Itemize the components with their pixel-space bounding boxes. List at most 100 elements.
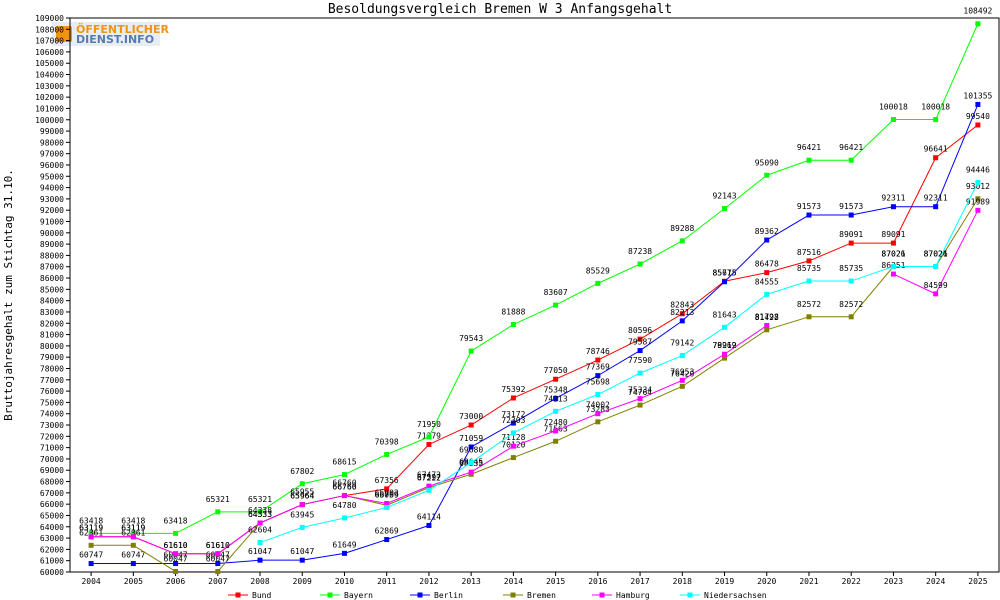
data-point-bremen <box>764 327 770 333</box>
data-label: 76953 <box>670 367 694 376</box>
data-label: 91989 <box>966 197 990 206</box>
data-point-bund <box>933 155 939 161</box>
series-line-bund <box>513 378 556 399</box>
series-line-bayern <box>639 240 683 265</box>
series-line-bund <box>344 488 387 497</box>
chart-title: Besoldungsvergleich Bremen W 3 Anfangsge… <box>328 2 672 17</box>
series-line-bremen <box>386 487 430 506</box>
data-label: 66760 <box>332 483 356 492</box>
series-line-hamburg <box>133 536 176 555</box>
series-line-bremen <box>639 385 683 406</box>
data-label: 74764 <box>628 388 652 397</box>
series-line-niedersachsen <box>513 410 556 434</box>
y-tick-label: 81000 <box>40 331 64 340</box>
data-label: 84599 <box>924 281 948 290</box>
data-point-niedersachsen <box>848 278 854 284</box>
legend-label-bayern: Bayern <box>344 591 373 600</box>
data-label: 67356 <box>375 476 399 485</box>
data-point-berlin <box>933 204 939 210</box>
data-point-bayern <box>215 509 221 515</box>
y-tick-label: 98000 <box>40 138 64 147</box>
data-label: 79262 <box>712 341 736 350</box>
y-tick-label: 67000 <box>40 489 64 498</box>
y-tick-label: 100000 <box>35 116 64 125</box>
data-label: 63418 <box>79 516 103 525</box>
series-line-bund <box>724 272 767 282</box>
y-tick-label: 104000 <box>35 71 64 80</box>
data-point-bremen <box>130 542 136 548</box>
data-point-bayern <box>257 509 263 515</box>
x-tick-label: 2017 <box>630 577 649 586</box>
series-line-berlin <box>639 320 683 351</box>
data-label: 72480 <box>544 418 568 427</box>
y-tick-label: 60000 <box>40 568 64 577</box>
data-point-niedersachsen <box>975 180 981 186</box>
y-tick-label: 109000 <box>35 14 64 23</box>
data-label: 60747 <box>121 551 145 560</box>
y-tick-label: 105000 <box>35 59 64 68</box>
data-point-bund <box>679 311 685 317</box>
series-line-berlin <box>386 525 430 541</box>
y-tick-label: 77000 <box>40 376 64 385</box>
data-point-niedersachsen <box>426 487 432 493</box>
data-label: 63945 <box>290 510 314 519</box>
data-point-berlin <box>848 212 854 218</box>
y-axis-label: Bruttojahresgehalt zum Stichtag 31.10. <box>2 169 15 421</box>
y-tick-label: 79000 <box>40 353 64 362</box>
data-label: 87238 <box>628 247 652 256</box>
data-label: 101355 <box>963 91 992 100</box>
data-point-bund <box>426 441 432 447</box>
data-label: 64333 <box>248 510 272 519</box>
series-line-hamburg <box>344 495 387 504</box>
data-point-niedersachsen <box>764 291 770 297</box>
data-point-bayern <box>848 157 854 163</box>
data-label: 81422 <box>755 313 779 322</box>
data-label: 66760 <box>332 479 356 488</box>
data-label: 82213 <box>670 308 694 317</box>
data-label: 85529 <box>586 266 610 275</box>
series-line-berlin <box>555 375 599 399</box>
data-point-bayern <box>679 238 685 244</box>
y-tick-label: 69000 <box>40 466 64 475</box>
series-line-niedersachsen <box>344 506 387 519</box>
legend-swatch-marker <box>235 592 241 598</box>
y-tick-label: 74000 <box>40 410 64 419</box>
data-point-berlin <box>299 557 305 563</box>
data-label: 69680 <box>459 446 483 455</box>
data-point-berlin <box>173 561 179 567</box>
data-label: 91573 <box>839 202 863 211</box>
data-label: 63119 <box>121 524 145 533</box>
data-point-bayern <box>595 280 601 286</box>
series-line-bayern <box>555 282 599 306</box>
data-label: 62361 <box>79 528 103 537</box>
series-line-berlin <box>302 552 345 561</box>
series-line-hamburg <box>724 325 768 355</box>
series-line-hamburg <box>217 522 261 555</box>
series-line-bayern <box>175 511 219 534</box>
data-point-bayern <box>637 261 643 267</box>
series-line-hamburg <box>555 413 599 432</box>
series-line-bund <box>681 280 725 315</box>
y-tick-label: 66000 <box>40 500 64 509</box>
data-point-hamburg <box>679 377 685 383</box>
data-point-berlin <box>384 537 390 543</box>
x-tick-label: 2012 <box>419 577 438 586</box>
data-label: 81643 <box>712 310 736 319</box>
data-point-hamburg <box>553 428 559 434</box>
y-tick-label: 71000 <box>40 444 64 453</box>
y-tick-label: 93000 <box>40 195 64 204</box>
data-label: 67222 <box>417 473 441 482</box>
data-label: 108492 <box>963 7 992 16</box>
data-label: 92311 <box>924 194 948 203</box>
y-tick-label: 95000 <box>40 172 64 181</box>
data-label: 65709 <box>375 490 399 499</box>
y-tick-label: 73000 <box>40 421 64 430</box>
data-label: 73000 <box>459 412 483 421</box>
data-label: 85735 <box>839 264 863 273</box>
data-point-niedersachsen <box>806 278 812 284</box>
data-label: 82572 <box>797 300 821 309</box>
data-point-bayern <box>173 530 179 536</box>
series-line-hamburg <box>513 430 556 447</box>
data-point-bund <box>510 395 516 401</box>
data-label: 65964 <box>290 492 314 501</box>
